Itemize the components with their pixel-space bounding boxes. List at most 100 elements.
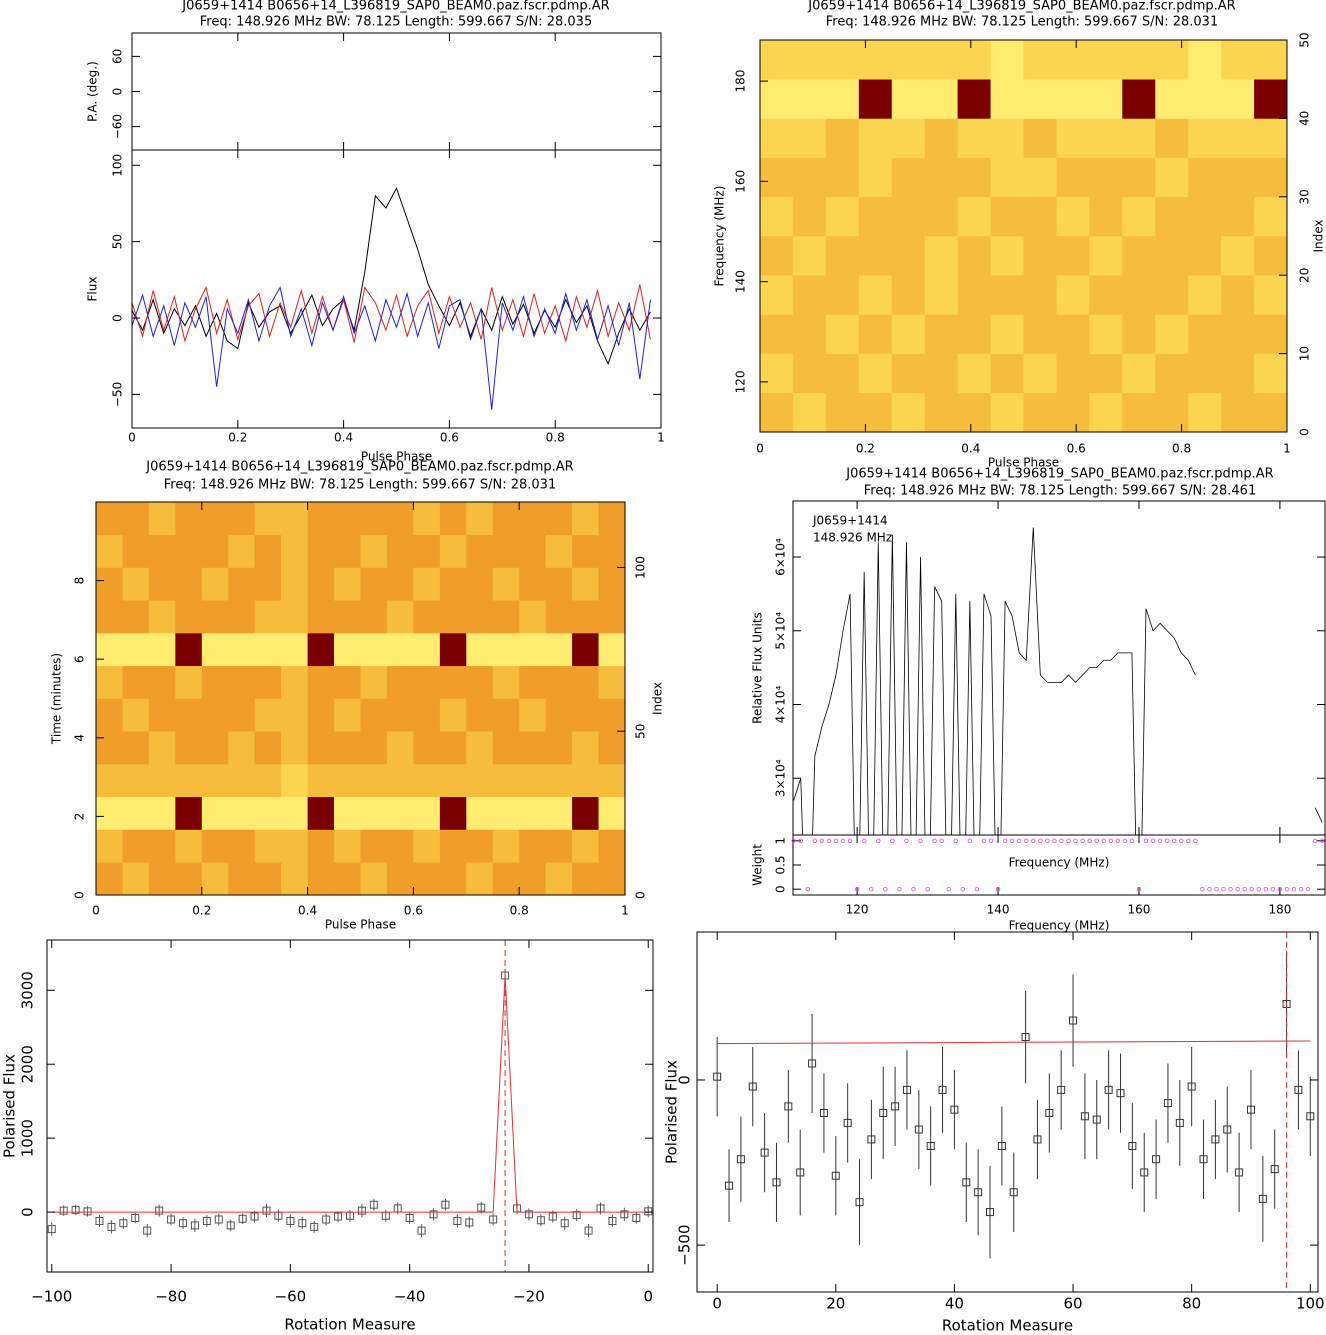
y2-axis-label: Index — [1312, 219, 1326, 252]
heatmap-cell — [148, 665, 176, 699]
data-point — [560, 1219, 569, 1228]
heatmap-cell — [307, 665, 335, 699]
data-point — [632, 1214, 641, 1223]
x-tick-label: 160 — [1128, 903, 1151, 917]
heatmap-cell — [825, 236, 860, 276]
weight-point — [1186, 838, 1191, 844]
heatmap-cell — [148, 567, 176, 601]
weight-point — [918, 838, 923, 844]
y2-tick-label: 100 — [634, 556, 648, 579]
heatmap-cell — [792, 40, 827, 80]
heatmap-cell — [1188, 353, 1222, 394]
heatmap-cell — [122, 698, 150, 732]
heatmap-cell — [307, 502, 335, 536]
y-axis-label: Relative Flux Units — [751, 612, 765, 724]
weight-point — [869, 886, 874, 892]
heatmap-cell — [1221, 118, 1255, 158]
heatmap-cell — [1188, 79, 1222, 119]
heatmap-cell — [957, 79, 991, 119]
heatmap-cell — [281, 796, 308, 830]
heatmap-cell — [572, 567, 599, 601]
heatmap-cell — [858, 275, 893, 315]
heatmap-cell — [439, 534, 467, 568]
data-point — [902, 1085, 911, 1094]
data-point — [736, 1155, 745, 1164]
heatmap-cell — [598, 796, 626, 830]
heatmap-cell — [1188, 392, 1222, 433]
heatmap-cell — [1155, 236, 1189, 276]
weight-point — [897, 886, 902, 892]
heatmap-cell — [760, 392, 794, 433]
heatmap-cell — [1023, 79, 1057, 119]
data-point — [1069, 1016, 1078, 1025]
y-tick-label: 0.5 — [774, 855, 788, 874]
data-point — [286, 1216, 295, 1225]
weight-x-label: Frequency (MHz) — [1009, 856, 1110, 870]
heatmap-cell — [254, 600, 282, 634]
data-point — [155, 1206, 164, 1215]
data-point — [608, 1216, 617, 1225]
data-point — [465, 1218, 474, 1227]
heatmap-cell — [413, 698, 441, 732]
heatmap-cell — [175, 567, 203, 601]
profile-line — [132, 286, 651, 410]
heatmap-cell — [96, 862, 123, 896]
heatmap-cell — [413, 764, 441, 798]
heatmap-cell — [175, 633, 203, 667]
heatmap-cell — [572, 796, 599, 830]
data-point — [867, 1135, 876, 1144]
heatmap-cell — [148, 698, 176, 732]
heatmap-cell — [96, 829, 123, 863]
heatmap-cell — [96, 600, 123, 634]
chart-subtitle: Freq: 148.926 MHz BW: 78.125 Length: 599… — [826, 15, 1218, 30]
heatmap-cell — [307, 633, 335, 667]
weight-point — [981, 838, 987, 844]
x-tick-label: 0.4 — [334, 431, 353, 445]
x-tick-label: −100 — [31, 1288, 72, 1306]
heatmap-cell — [254, 502, 282, 536]
weight-point — [1270, 886, 1276, 892]
y-tick-label: 6 — [73, 655, 87, 663]
heatmap-cell — [1188, 40, 1222, 80]
heatmap-cell — [148, 502, 176, 536]
data-point — [572, 1211, 581, 1220]
heatmap-cell — [858, 392, 893, 433]
heatmap-cell — [1023, 118, 1057, 158]
heatmap-cell — [281, 502, 308, 536]
heatmap-cell — [148, 829, 176, 863]
weight-point — [791, 838, 796, 844]
heatmap-cell — [924, 196, 958, 237]
data-point — [202, 1216, 211, 1225]
heatmap-cell — [924, 118, 958, 158]
y-tick-label: 4×10⁴ — [774, 685, 788, 723]
data-point — [95, 1216, 104, 1225]
weight-point — [953, 838, 958, 844]
x-axis-label: Pulse Phase — [361, 450, 432, 464]
weight-point — [1207, 886, 1212, 892]
chart-title: J0659+1414 B0656+14_L396819_SAP0_BEAM0.p… — [181, 0, 609, 14]
heatmap-cell — [148, 731, 176, 765]
heatmap-cell — [1254, 314, 1288, 354]
data-point — [369, 1200, 378, 1209]
heatmap-cell — [175, 600, 203, 634]
chart-title: J0659+1414 B0656+14_L396819_SAP0_BEAM0.p… — [845, 467, 1273, 482]
data-point — [167, 1215, 176, 1224]
heatmap-cell — [439, 829, 467, 863]
heatmap-cell — [307, 698, 335, 732]
x-tick-label: 0.2 — [228, 431, 247, 445]
data-point — [997, 1142, 1006, 1151]
x-tick-label: 0.6 — [440, 431, 459, 445]
heatmap-cell — [1221, 314, 1255, 354]
heatmap-cell — [96, 698, 123, 732]
heatmap-cell — [96, 534, 123, 568]
heatmap-cell — [1155, 40, 1189, 80]
y-tick-label: 140 — [734, 270, 748, 293]
weight-point — [1249, 886, 1254, 892]
pa-axis-label: P.A. (deg.) — [86, 61, 100, 122]
heatmap-cell — [281, 764, 308, 798]
heatmap-cell — [858, 314, 893, 354]
heatmap-cell — [1155, 353, 1189, 394]
data-point — [725, 1181, 734, 1190]
heatmap-cell — [281, 829, 308, 863]
x-tick-label: 0 — [756, 442, 764, 456]
